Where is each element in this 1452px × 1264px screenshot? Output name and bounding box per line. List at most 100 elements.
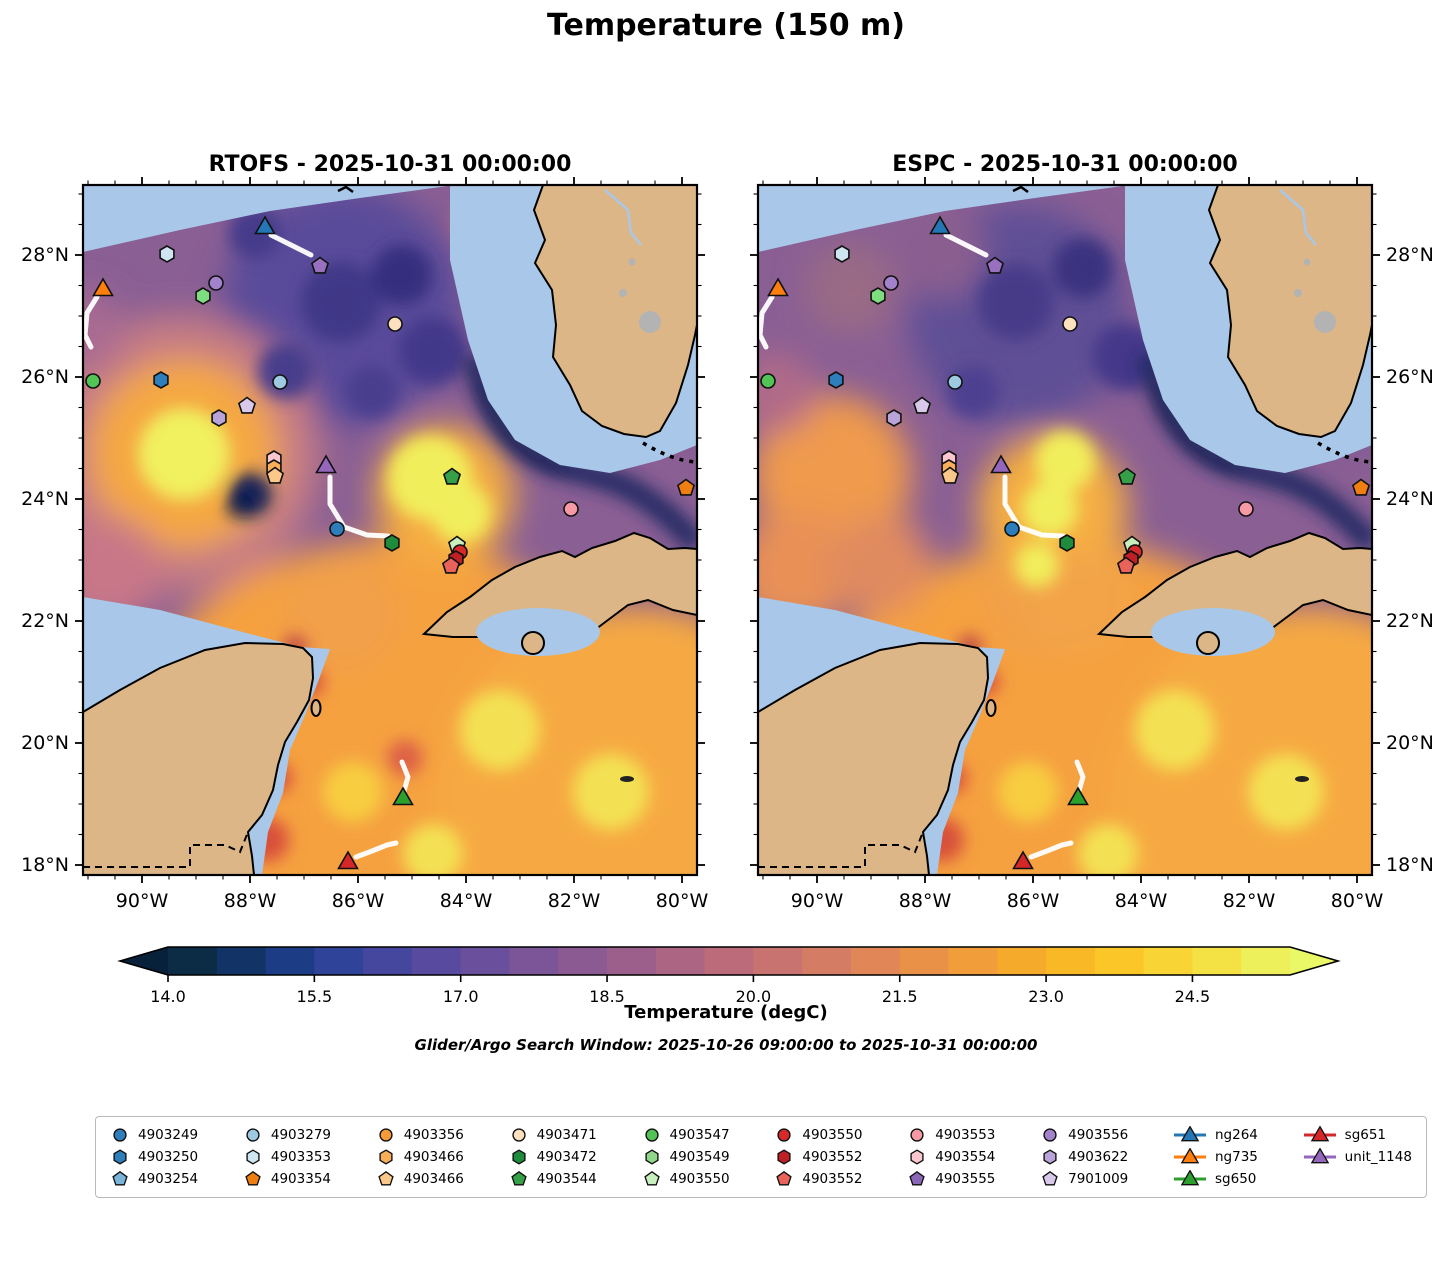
x-tick-label: 86°W <box>332 890 385 912</box>
political-border-dashed <box>758 831 924 868</box>
glider-triangle-icon <box>1303 1148 1336 1164</box>
legend-label: 4903550 <box>669 1171 730 1187</box>
y-tick-label: 24°N <box>21 488 69 510</box>
circle-marker-icon <box>644 1128 659 1142</box>
x-tick-label: 82°W <box>1223 890 1276 912</box>
map-marker-4903279 <box>947 374 963 390</box>
legend-item-4903249: 4903249 <box>110 1126 198 1144</box>
florida-keys <box>642 441 697 464</box>
hexagon-marker-icon <box>910 1149 924 1165</box>
map-marker-4903553 <box>1238 501 1254 517</box>
map-marker-4903622 <box>886 409 902 427</box>
circle-marker-icon <box>777 1128 792 1142</box>
map-marker-4903466 <box>940 466 960 484</box>
circle-marker-icon <box>113 1128 127 1142</box>
map-marker-4903544 <box>442 467 462 485</box>
ng735-track <box>83 294 100 350</box>
map-marker-4903471 <box>1062 316 1078 332</box>
map-marker-4903549 <box>870 287 886 305</box>
glider-triangle-icon <box>1174 1126 1206 1142</box>
legend-label: ng735 <box>1215 1149 1258 1165</box>
hexagon-marker-icon <box>1043 1149 1057 1165</box>
legend-label: 4903552 <box>802 1149 863 1165</box>
x-tick-label: 90°W <box>116 890 169 912</box>
yucatan-landmass <box>758 641 990 875</box>
map-marker-sg650 <box>392 786 414 806</box>
y-tick-label: 28°N <box>21 244 69 266</box>
florida-landmass <box>1207 185 1372 439</box>
map-marker-4903547 <box>85 373 101 389</box>
map-panel-espc: ESPC - 2025-10-31 00:00:00 90°W 88°W 86°W 8… <box>750 152 1434 912</box>
legend-label: 4903622 <box>1068 1149 1129 1165</box>
legend-item-ng264: ng264 <box>1173 1126 1258 1144</box>
pentagon-marker-icon <box>245 1170 261 1186</box>
map-marker-4903354 <box>676 478 696 496</box>
map-marker-4903472 <box>1059 534 1075 552</box>
legend-label: 4903466 <box>403 1171 464 1187</box>
y-tick-label: 26°N <box>1386 366 1434 388</box>
circle-marker-icon <box>1043 1128 1057 1142</box>
map-marker-4903250 <box>153 371 169 389</box>
map-svg-espc: 90°W 88°W 86°W 84°W 82°W 80°W 28°N 26°N 24°N 22°N… <box>750 177 1434 912</box>
legend-item-4903554: 4903554 <box>907 1148 995 1166</box>
map-marker-4903552 <box>441 556 461 574</box>
map-area <box>83 185 697 875</box>
x-tick-label: 80°W <box>656 890 709 912</box>
map-marker-4903279 <box>272 374 288 390</box>
legend-label: 4903472 <box>536 1149 597 1165</box>
legend-column: sg651 unit_1148 <box>1303 1126 1412 1188</box>
map-marker-unit_1148 <box>990 454 1012 474</box>
map-marker-7901009 <box>237 396 257 414</box>
legend-label: ng264 <box>1215 1127 1258 1143</box>
legend-item-4903550: 4903550 <box>642 1170 730 1188</box>
colorbar-tick-label: 23.0 <box>1028 987 1064 1006</box>
map-marker-4903353 <box>834 245 850 263</box>
legend-item-ng735: ng735 <box>1173 1148 1258 1166</box>
legend-label: sg651 <box>1344 1127 1387 1143</box>
nw-shelf-mask <box>758 185 1130 252</box>
hexagon-marker-icon <box>644 1149 659 1165</box>
pentagon-marker-icon <box>510 1170 527 1186</box>
legend: 4903249 4903250 4903254 4903279 4903353 … <box>95 1116 1427 1198</box>
pentagon-marker-icon <box>643 1170 660 1186</box>
search-window-subtitle: Glider/Argo Search Window: 2025-10-26 09… <box>414 1036 1038 1054</box>
y-tick-label: 22°N <box>21 610 69 632</box>
legend-item-4903250: 4903250 <box>110 1148 198 1166</box>
legend-column: 4903356 4903466 4903466 <box>376 1126 464 1188</box>
map-marker-4903552 <box>1116 556 1136 574</box>
pentagon-marker-icon <box>378 1170 394 1186</box>
legend-item-4903466: 4903466 <box>376 1148 464 1166</box>
colorbar-tick-label: 21.5 <box>882 987 918 1006</box>
colorbar-svg: 14.0 15.5 17.0 18.5 20.0 21.5 23.0 24.5 <box>117 946 1341 1006</box>
pentagon-marker-icon <box>776 1170 793 1186</box>
cozumel-island <box>310 699 322 717</box>
colorbar-label: Temperature (degC) <box>624 1002 828 1023</box>
pentagon-marker-icon <box>112 1170 128 1186</box>
circle-marker-icon <box>379 1128 393 1142</box>
map-marker-4903555 <box>985 256 1005 274</box>
map-marker-4903472 <box>384 534 400 552</box>
colorbar-tick-label: 14.0 <box>150 987 186 1006</box>
sg651-track <box>353 840 399 860</box>
legend-item-4903356: 4903356 <box>376 1126 464 1144</box>
sg650-track <box>1074 759 1086 794</box>
y-tick-label: 22°N <box>1386 610 1434 632</box>
yucatan-landmass <box>83 641 315 875</box>
map-marker-ng264 <box>929 215 951 235</box>
legend-label: 4903353 <box>270 1149 331 1165</box>
legend-label: 7901009 <box>1068 1171 1129 1187</box>
glider-triangle-icon <box>1174 1170 1206 1186</box>
map-marker-sg650 <box>1067 786 1089 806</box>
florida-river <box>604 189 642 246</box>
mississippi-delta <box>337 185 354 194</box>
ng735-track <box>758 294 775 350</box>
colorbar-tick-label: 24.5 <box>1175 987 1211 1006</box>
x-tick-label: 82°W <box>548 890 601 912</box>
circle-marker-icon <box>910 1128 924 1142</box>
ng264-track <box>943 232 989 258</box>
map-panel-rtofs: RTOFS - 2025-10-31 00:00:00 90°W 88°W 86°W… <box>21 152 708 912</box>
legend-label: 4903553 <box>935 1127 996 1143</box>
map-marker-ng264 <box>254 215 276 235</box>
hexagon-marker-icon <box>113 1149 127 1165</box>
